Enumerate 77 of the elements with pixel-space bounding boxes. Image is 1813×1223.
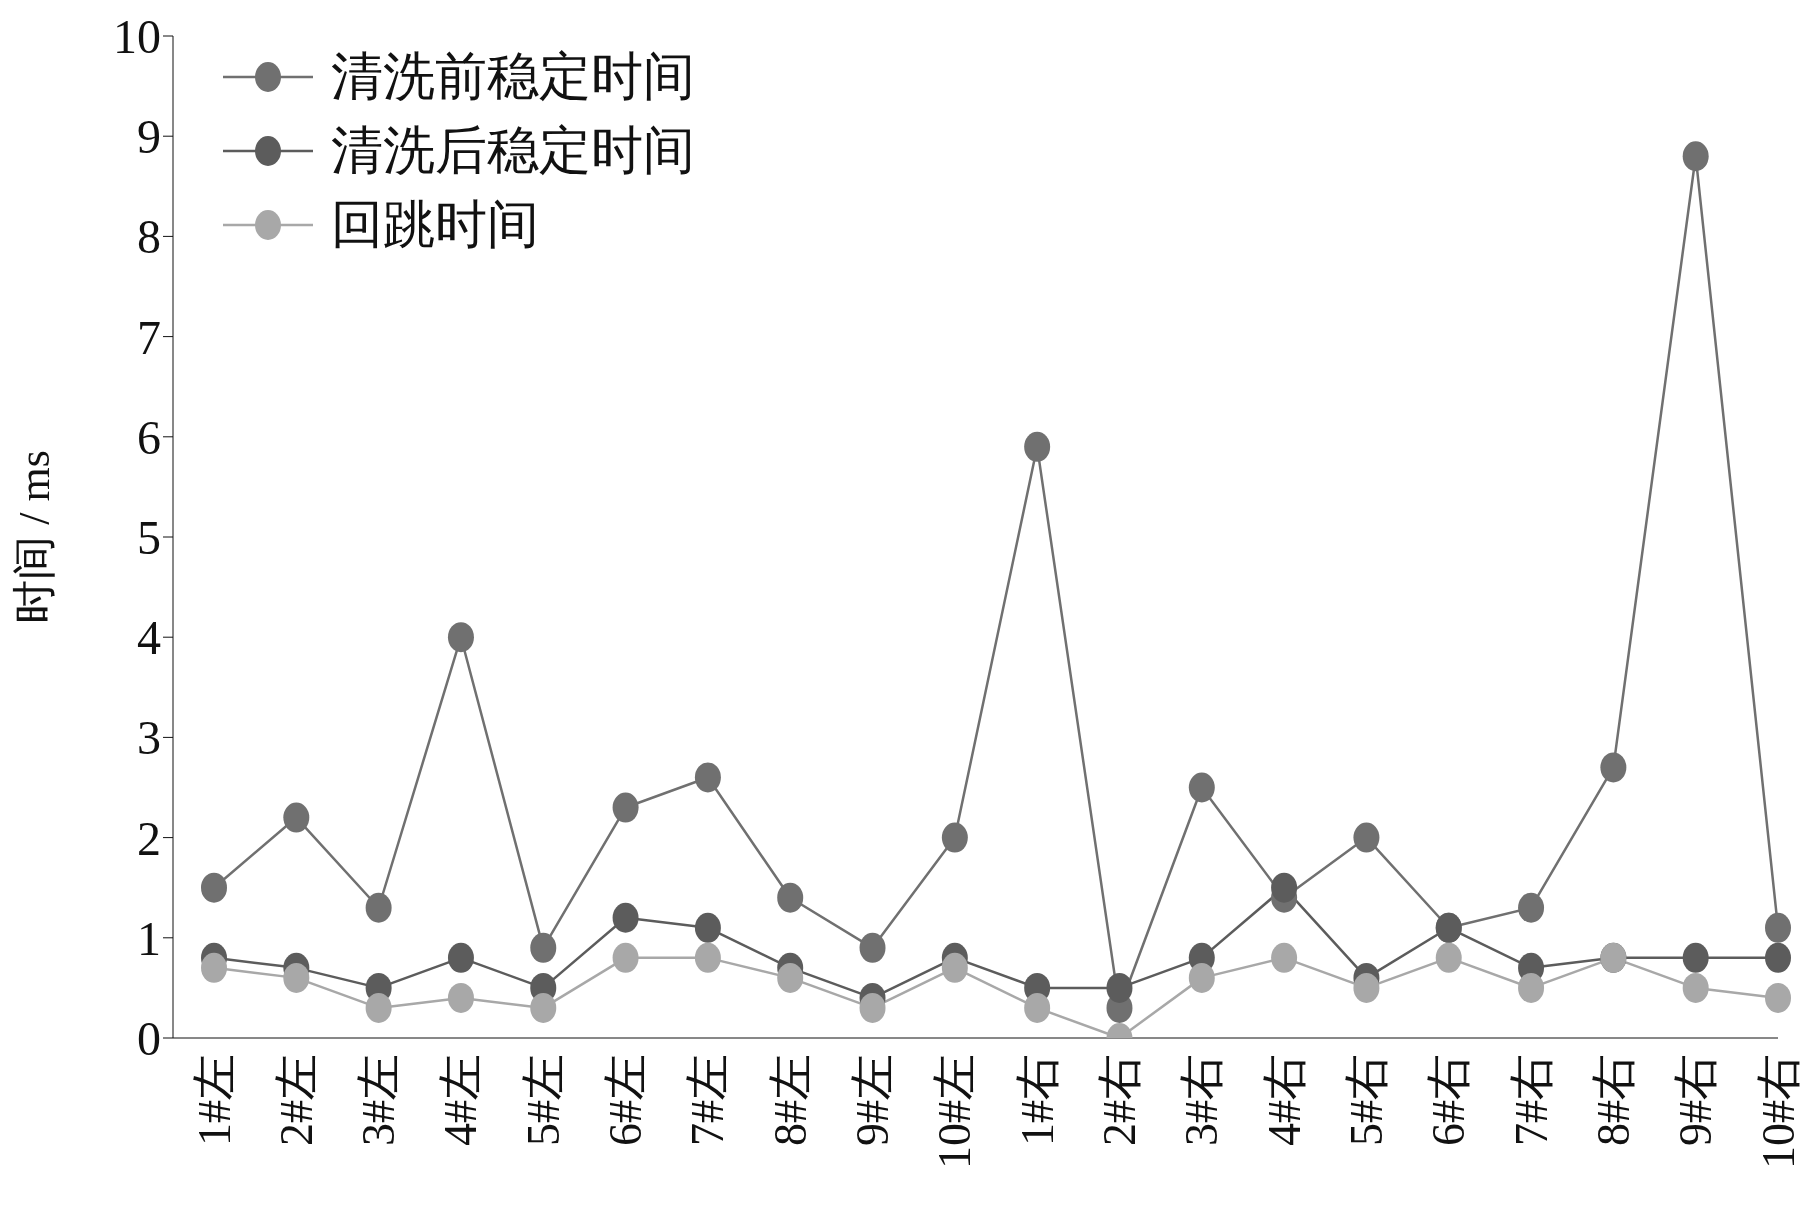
y-tick-label: 9	[137, 110, 161, 164]
x-tick-label: 5#左	[517, 1054, 569, 1146]
point	[777, 962, 804, 993]
point	[777, 882, 804, 913]
y-tick-label: 1	[137, 911, 161, 965]
x-tick-label: 1#右	[1011, 1054, 1063, 1146]
x-tick-label: 10#左	[929, 1054, 981, 1169]
point	[530, 992, 557, 1023]
x-tick-label: 2#右	[1093, 1054, 1145, 1146]
x-tick-label: 10#右	[1752, 1054, 1804, 1169]
point	[1106, 972, 1133, 1003]
point	[365, 992, 392, 1023]
x-tick-label: 8#右	[1587, 1054, 1639, 1146]
legend-label: 回跳时间	[331, 195, 539, 255]
point	[1188, 772, 1215, 803]
point	[612, 942, 639, 973]
x-tick-label: 4#左	[435, 1054, 487, 1146]
point	[283, 962, 310, 993]
point	[530, 932, 557, 963]
point	[1765, 912, 1791, 943]
y-tick-label: 5	[137, 511, 161, 565]
point	[447, 982, 474, 1013]
x-tick-label: 5#右	[1340, 1054, 1392, 1146]
x-tick-label: 9#左	[847, 1054, 899, 1146]
point	[1518, 972, 1545, 1003]
x-tick-label: 7#右	[1505, 1054, 1557, 1146]
point	[1271, 872, 1298, 903]
x-tick-label: 2#左	[270, 1054, 322, 1146]
point	[201, 952, 227, 983]
point	[283, 802, 310, 833]
point	[1682, 141, 1709, 172]
y-tick-label: 0	[137, 1012, 161, 1066]
point	[1435, 942, 1462, 973]
point	[1188, 962, 1215, 993]
point	[1024, 992, 1051, 1023]
y-tick-label: 7	[137, 310, 161, 364]
y-tick-label: 10	[113, 10, 161, 64]
x-tick-label: 3#左	[353, 1054, 405, 1146]
point	[1271, 942, 1298, 973]
x-tick-label: 6#右	[1423, 1054, 1475, 1146]
point	[859, 932, 886, 963]
x-tick-label: 6#左	[600, 1054, 652, 1146]
x-tick-label: 9#右	[1670, 1054, 1722, 1146]
point	[941, 952, 968, 983]
point	[447, 942, 474, 973]
point	[1682, 942, 1709, 973]
point	[859, 992, 886, 1023]
point	[612, 792, 639, 823]
y-tick-label: 8	[137, 210, 161, 264]
point	[1518, 892, 1545, 923]
point	[1600, 752, 1627, 783]
x-tick-label: 1#左	[188, 1054, 240, 1146]
legend-label: 清洗前稳定时间	[331, 47, 695, 107]
point	[694, 912, 721, 943]
point	[941, 822, 968, 853]
point	[1765, 982, 1791, 1013]
point	[694, 942, 721, 973]
point	[447, 622, 474, 653]
point	[1353, 972, 1380, 1003]
x-tick-label: 7#左	[682, 1054, 734, 1146]
point	[1353, 822, 1380, 853]
point	[1765, 942, 1791, 973]
x-tick-label: 8#左	[764, 1054, 816, 1146]
x-tick-label: 3#右	[1176, 1054, 1228, 1146]
y-tick-label: 4	[137, 611, 161, 665]
point	[1024, 431, 1051, 462]
y-tick-label: 3	[137, 711, 161, 765]
y-tick-label: 2	[137, 811, 161, 865]
x-tick-label: 4#右	[1258, 1054, 1310, 1146]
point	[612, 902, 639, 933]
point	[694, 762, 721, 793]
point	[365, 892, 392, 923]
y-axis-title: 时间 / ms	[9, 450, 59, 624]
legend-label: 清洗后稳定时间	[331, 121, 695, 181]
point	[201, 872, 227, 903]
y-tick-label: 6	[137, 410, 161, 464]
point	[1682, 972, 1709, 1003]
